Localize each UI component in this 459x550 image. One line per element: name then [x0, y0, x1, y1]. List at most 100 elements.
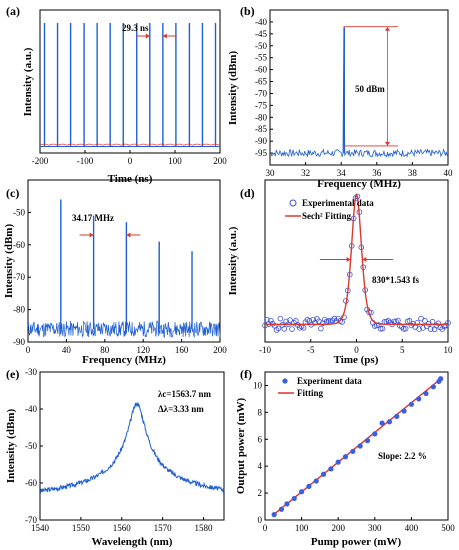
panel-a-plot: -200 -100 0 100 200 — [32, 23, 227, 166]
panel-f-ytick-label: 2 — [258, 488, 263, 498]
panel-f-frame — [264, 371, 449, 521]
panel-e-xtick-label: 1580 — [195, 523, 214, 533]
panel-d-xtick-label: 5 — [400, 345, 405, 355]
panel-a-arrow-right-head — [162, 33, 167, 39]
panel-b-label: (b) — [240, 4, 255, 18]
panel-f-xtick-label: 400 — [405, 523, 419, 533]
panel-e-plot: 1540 1550 1560 1570 1580 -70 -60 -50 -40 -30 — [25, 367, 225, 533]
panel-f-data-point — [372, 431, 378, 437]
panel-f-data-point — [364, 438, 371, 444]
panel-a-arrow-left-head — [145, 33, 150, 39]
panel-e-annotation-1: λc=1563.7 nm — [158, 389, 212, 399]
panel-f-ytick-label: 6 — [258, 434, 263, 444]
panel-d-data-point — [416, 326, 422, 332]
panel-b-xlabel: Frequency (MHz) — [317, 178, 401, 190]
panel-b-ytick-label: -55 — [255, 53, 267, 63]
panel-c-arrow-left-head — [89, 232, 94, 238]
panel-c-ytick-label: -60 — [13, 240, 25, 250]
panel-d-data-point — [445, 319, 451, 326]
panel-a-annotation: 29.3 ns — [122, 23, 149, 33]
panel-d-data-point — [400, 326, 407, 332]
panel-e-xtick-label: 1540 — [31, 523, 50, 533]
panel-d-plot: -10 -5 0 5 10 — [259, 193, 453, 355]
panel-d-data-point — [277, 315, 284, 322]
panel-b-xtick-label: 36 — [372, 168, 382, 178]
panel-f-xtick-label: 100 — [295, 523, 309, 533]
panel-a-xlabel: Time (ns) — [108, 173, 153, 185]
panel-f-ytick-label: 8 — [258, 407, 263, 417]
panel-b-ytick-label: -40 — [255, 17, 267, 27]
legend-label-experimental: Experimental data — [302, 198, 374, 208]
legend-marker-experimental — [289, 199, 297, 207]
panel-f-xlabel: Pump power (mW) — [311, 536, 402, 548]
panel-a: (a) -200 -100 0 100 200 29.3 ns Time (ns) In… — [6, 4, 227, 185]
panel-b-ytick-label: -60 — [255, 65, 267, 75]
panel-d-data-point — [262, 322, 268, 329]
panel-c-annotation: 34.17 MHz — [72, 213, 114, 223]
panel-b-ytick-label: -80 — [255, 112, 267, 122]
panel-f-data-point — [423, 390, 429, 397]
panel-c-noise — [27, 320, 221, 339]
panel-b-ylabel: Intensity (dBm) — [227, 51, 239, 126]
panel-f-data-point — [357, 443, 363, 449]
panel-e-label: (e) — [6, 367, 19, 381]
panel-b-xtick-label: 38 — [408, 168, 418, 178]
panel-f-ylabel: Output power (mW) — [235, 397, 247, 494]
panel-d-data-point — [402, 325, 409, 332]
panel-f-data-point — [271, 512, 277, 518]
panel-c-xlabel: Frequency (MHz) — [82, 354, 166, 366]
panel-f-data-point — [350, 448, 356, 454]
panel-f-data-point — [299, 489, 305, 495]
panel-f-data-point — [379, 420, 385, 426]
panel-d-xtick-label: 0 — [354, 345, 359, 355]
panel-c-xtick-label: 200 — [213, 345, 227, 355]
panel-d: (d) -10 -5 0 5 10 830*1.543 fs Time (ps) Int… — [227, 179, 453, 366]
panel-c-ytick-label: -50 — [13, 207, 25, 217]
legend-marker-experiment — [282, 378, 288, 384]
panel-c-xtick-label: 80 — [100, 345, 110, 355]
panel-d-data-point — [406, 318, 413, 324]
panel-b-annotation: 50 dBm — [355, 84, 385, 94]
panel-c-ylabel: Intensity (dBm) — [3, 224, 15, 299]
panel-d-data-point — [318, 325, 324, 332]
panel-d-data-point — [329, 317, 336, 324]
panel-d-label: (d) — [240, 186, 255, 200]
panel-d-ylabel: Intensity (a.u.) — [227, 226, 239, 295]
panel-d-xtick-label: -5 — [307, 345, 315, 355]
panel-a-label: (a) — [6, 4, 20, 18]
panel-c-label: (c) — [6, 186, 19, 200]
panel-f: (f) 0 100 200 300 400 500 0 2 4 6 8 10 Experiment d… — [235, 367, 455, 548]
panel-d-arrow-left-head — [346, 257, 351, 263]
panel-e: (e) 1540 1550 1560 1570 1580-70-60-50-40-30 … — [5, 367, 225, 548]
panel-b-plot: 30 32 34 36 38 40 -95 -90 -85 -80 -75 -70-65 -60 -55 -… — [255, 17, 453, 178]
legend-label-fitting: Fitting — [297, 388, 323, 398]
panel-f-xtick-label: 200 — [331, 523, 345, 533]
panel-e-xtick-label: 1550 — [72, 523, 91, 533]
panel-f-xtick-label: 300 — [368, 523, 382, 533]
panel-e-ylabel: Intensity (dBm) — [5, 409, 17, 484]
panel-e-xtick-label: 1560 — [113, 523, 132, 533]
panel-d-data-point — [281, 326, 288, 332]
panel-c-xtick-label: 0 — [26, 345, 31, 355]
panel-f-ytick-label: 0 — [258, 515, 263, 525]
panel-b-ytick-label: -75 — [255, 100, 267, 110]
panel-f-data-point — [291, 495, 297, 502]
panel-d-arrow-right-head — [362, 257, 367, 263]
panel-d-data-point — [275, 325, 282, 332]
panel-e-ytick-label: -30 — [25, 367, 37, 377]
panel-e-annotation-2: Δλ=3.33 nm — [158, 404, 204, 414]
panel-f-data-point — [328, 466, 334, 472]
panel-d-annotation: 830*1.543 fs — [372, 275, 419, 285]
panel-e-ytick-label: -40 — [25, 404, 37, 414]
panel-b-xtick-label: 32 — [301, 168, 310, 178]
panel-d-data-point — [287, 317, 293, 323]
panel-f-data-point — [430, 384, 436, 390]
panel-f-annotation: Slope: 2.2 % — [378, 451, 427, 461]
panel-e-ytick-label: -70 — [25, 515, 37, 525]
panel-f-data-point — [401, 408, 407, 414]
panel-b-spectrum — [269, 26, 449, 158]
panel-f-data-point — [438, 376, 444, 382]
panel-b-ytick-label: -90 — [255, 136, 267, 146]
panel-f-data-point — [284, 501, 290, 507]
